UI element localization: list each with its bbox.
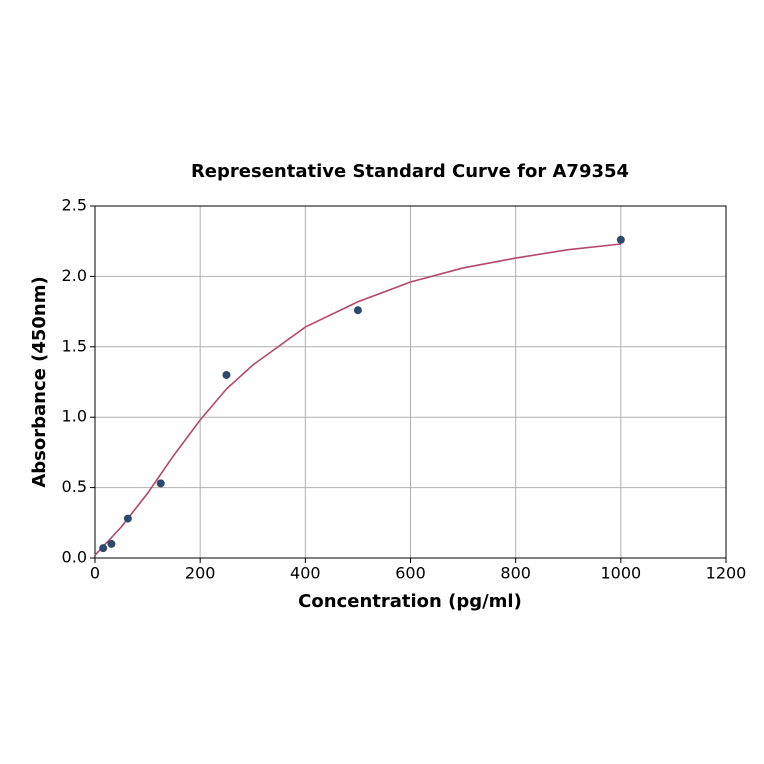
y-tick-label: 1.5 [62,336,87,355]
x-tick-label: 600 [395,564,426,583]
x-tick-label: 400 [290,564,321,583]
x-tick-label: 1000 [600,564,641,583]
x-tick-label: 800 [500,564,531,583]
data-point [156,479,165,488]
x-tick-label: 200 [185,564,216,583]
y-tick-label: 2.0 [62,266,87,285]
y-tick-label: 2.5 [62,196,87,215]
data-point [107,539,116,548]
y-tick-label: 1.0 [62,407,87,426]
chart-title: Representative Standard Curve for A79354 [191,161,629,182]
data-point [123,514,132,523]
x-tick-label: 1200 [706,564,747,583]
data-point [99,544,108,553]
fit-curve [94,243,621,556]
plot-frame [94,205,727,559]
data-point [222,370,231,379]
x-tick-label: 0 [90,564,100,583]
y-tick-label: 0.5 [62,477,87,496]
y-axis-label: Absorbance (450nm) [29,276,50,487]
data-point [353,306,362,315]
x-axis-label: Concentration (pg/ml) [298,591,522,612]
data-point [616,235,625,244]
y-tick-label: 0.0 [62,548,87,567]
